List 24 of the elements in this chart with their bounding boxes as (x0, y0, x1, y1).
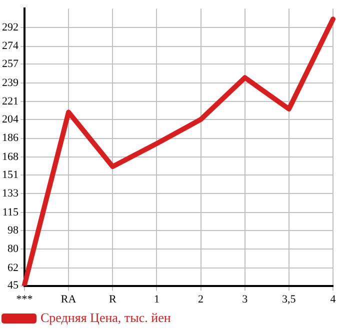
y-tick-label: 221 (2, 96, 18, 108)
y-tick-label: 274 (2, 40, 19, 52)
y-tick-label: 45 (8, 280, 19, 292)
y-tick-label: 98 (8, 224, 19, 236)
y-tick-label: 257 (2, 58, 19, 70)
y-tick-label: 292 (2, 21, 18, 34)
y-tick-label: 62 (8, 262, 18, 274)
x-tick-label: 3,5 (282, 293, 296, 306)
y-tick-label: 239 (2, 76, 19, 89)
y-tick-label: 80 (8, 243, 19, 256)
x-tick-label: *** (16, 293, 33, 306)
y-tick-label: 204 (2, 113, 19, 126)
x-tick-label: 1 (154, 293, 160, 306)
x-tick-label: 3 (242, 293, 248, 306)
y-tick-label: 151 (2, 168, 18, 181)
y-tick-label: 133 (2, 188, 19, 200)
y-tick-label: 168 (2, 151, 19, 164)
x-tick-label: R (108, 293, 117, 306)
y-tick-label: 186 (2, 132, 19, 144)
x-tick-label: 4 (330, 293, 336, 306)
y-tick-label: 115 (2, 206, 19, 218)
legend-label: Средняя Цена, тыс. йен (40, 310, 171, 325)
x-tick-label: RA (60, 293, 76, 306)
x-tick-label: 2 (198, 293, 204, 306)
